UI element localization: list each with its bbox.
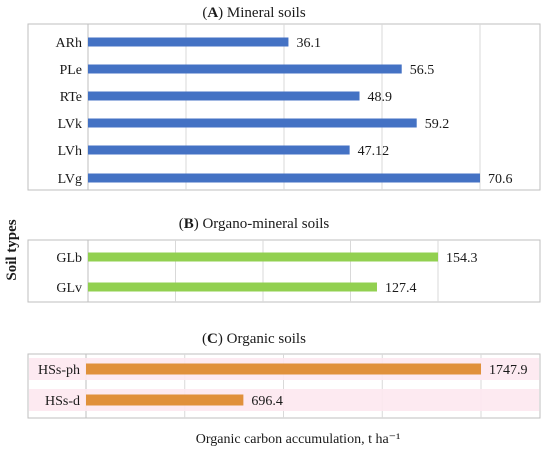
category-label: PLe bbox=[59, 63, 82, 78]
bar-lvg bbox=[88, 173, 480, 183]
panel-title: (C) Organic soils bbox=[202, 331, 306, 347]
bar-glv bbox=[88, 282, 377, 292]
bar-lvh bbox=[88, 145, 350, 155]
panel-title-text: ) Organic soils bbox=[218, 331, 306, 347]
panel-letter: A bbox=[207, 5, 218, 21]
bar-hss-ph bbox=[86, 363, 481, 375]
category-label: LVk bbox=[58, 117, 82, 132]
value-label: 154.3 bbox=[446, 251, 478, 266]
category-label: LVh bbox=[58, 144, 82, 159]
category-label: GLb bbox=[56, 251, 82, 266]
bar-hss-d bbox=[86, 394, 244, 406]
panel-c: (C) Organic soils HSs-ph 1747.9 HSs-d 696.4 bbox=[27, 331, 541, 419]
value-label: 56.5 bbox=[410, 63, 435, 78]
value-label: 127.4 bbox=[385, 281, 417, 296]
value-label: 47.12 bbox=[358, 144, 390, 159]
category-label: GLv bbox=[56, 281, 82, 296]
category-label: ARh bbox=[56, 36, 82, 51]
x-axis-title: Organic carbon accumulation, t ha⁻¹ bbox=[196, 432, 401, 447]
value-label: 36.1 bbox=[296, 36, 321, 51]
bar-ple bbox=[88, 64, 402, 74]
panel-title-text: ) Mineral soils bbox=[218, 5, 306, 21]
category-label: HSs-d bbox=[45, 394, 80, 409]
panel-a: (A) Mineral soils ARh 36.1 PLe 56.5 RTe 48.9 LV… bbox=[27, 5, 541, 191]
category-label: LVg bbox=[58, 172, 82, 187]
value-label: 59.2 bbox=[425, 117, 450, 132]
panel-title-text: ) Organo-mineral soils bbox=[194, 216, 330, 232]
value-label: 70.6 bbox=[488, 172, 513, 187]
category-label: RTe bbox=[60, 90, 82, 105]
bar-rte bbox=[88, 91, 360, 101]
panel-b: (B) Organo-mineral soils GLb 154.3 GLv 127.4 bbox=[27, 216, 541, 303]
value-label: 48.9 bbox=[368, 90, 393, 105]
panel-letter: B bbox=[184, 216, 194, 232]
category-label: HSs-ph bbox=[38, 363, 80, 378]
panel-title-open: ( bbox=[179, 216, 184, 232]
panel-frame bbox=[27, 239, 541, 303]
y-axis-title: Soil types bbox=[4, 219, 20, 280]
value-label: 1747.9 bbox=[489, 363, 528, 378]
panel-title: (A) Mineral soils bbox=[202, 5, 305, 21]
bar-arh bbox=[88, 37, 289, 47]
panel-title-open: ( bbox=[202, 331, 207, 347]
value-label: 696.4 bbox=[251, 394, 283, 409]
panel-title-open: ( bbox=[202, 5, 207, 21]
bar-glb bbox=[88, 252, 438, 262]
panel-title: (B) Organo-mineral soils bbox=[179, 216, 330, 232]
bar-lvk bbox=[88, 118, 417, 128]
panel-letter: C bbox=[207, 331, 218, 347]
